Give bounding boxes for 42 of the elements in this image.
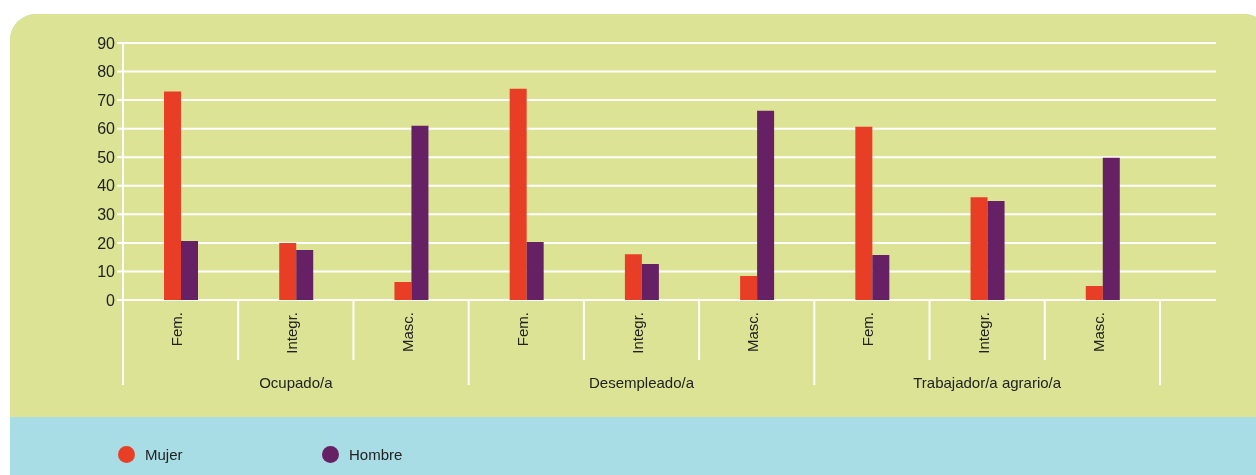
x-tick-label: Integr. (283, 312, 301, 354)
x-tick-label: Masc. (744, 312, 762, 353)
y-tick-label: 20 (97, 234, 116, 252)
y-tick-label: 10 (97, 263, 116, 281)
x-tick-label: Fem. (168, 312, 186, 347)
x-tick-label: Fem. (859, 312, 877, 347)
bar (872, 254, 890, 300)
bar (757, 110, 775, 300)
bar (1085, 286, 1103, 300)
bar (1102, 157, 1120, 300)
x-tick-label: Masc. (398, 312, 416, 353)
y-tick-label: 0 (106, 291, 116, 309)
legend-label: Mujer (145, 446, 183, 463)
text: Trabajador/a agrario/a (913, 374, 1062, 391)
bar (641, 264, 659, 300)
bar (279, 242, 297, 300)
x-tick-label: Integr. (974, 312, 992, 354)
bar (624, 254, 642, 300)
y-tick-label: 70 (97, 91, 116, 109)
bar (296, 250, 314, 300)
bar (181, 240, 198, 300)
y-tick-label: 60 (97, 120, 116, 138)
y-tick-label: 50 (97, 148, 116, 166)
y-tick-label: 30 (97, 206, 116, 224)
x-tick-label: Fem. (513, 312, 531, 347)
text: Ocupado/a (259, 374, 334, 391)
bar (164, 91, 181, 300)
x-tick-label: Integr. (629, 312, 646, 354)
bar (970, 197, 988, 300)
bar (740, 276, 758, 300)
y-tick-label: 40 (97, 177, 116, 195)
y-tick-label: 90 (97, 34, 116, 52)
bar (411, 125, 429, 300)
bar (394, 282, 412, 300)
bar (855, 126, 873, 300)
legend-label: Hombre (349, 446, 403, 463)
x-tick-label: Masc. (1089, 312, 1107, 353)
bar (526, 242, 544, 300)
bar (509, 88, 527, 300)
y-tick-label: 80 (97, 63, 116, 81)
text: Desempleado/a (588, 374, 695, 391)
bar (987, 200, 1005, 300)
